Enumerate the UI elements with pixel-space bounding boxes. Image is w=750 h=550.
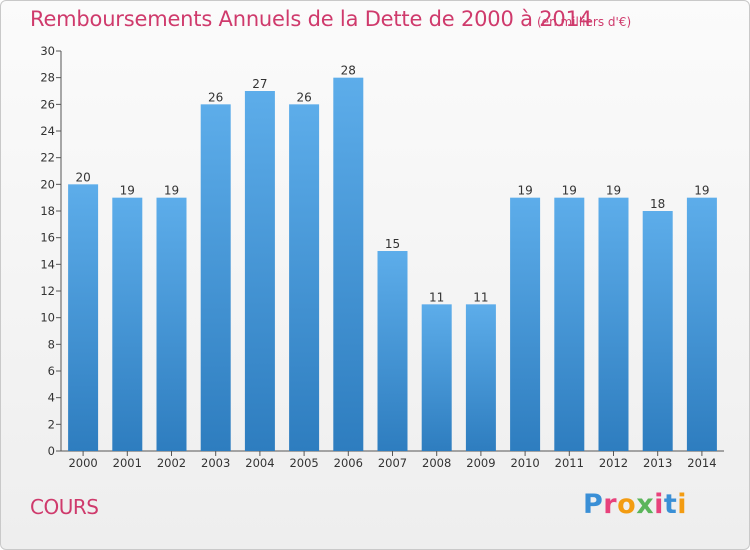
- proxiti-logo: Proxiti: [583, 489, 687, 520]
- y-tick-label: 26: [40, 97, 55, 111]
- y-tick-label: 18: [40, 204, 55, 218]
- data-label-2003: 26: [208, 90, 223, 104]
- bar-2011: [554, 197, 585, 451]
- logo-letter: x: [636, 489, 655, 520]
- x-tick-label: 2003: [201, 456, 230, 470]
- x-tick-label: 2008: [422, 456, 451, 470]
- y-tick-label: 30: [40, 44, 55, 58]
- y-tick-label: 12: [40, 284, 55, 298]
- y-tick-label: 2: [48, 417, 55, 431]
- data-label-2004: 27: [252, 77, 267, 91]
- bar-2004: [244, 91, 275, 451]
- data-label-2007: 15: [385, 237, 400, 251]
- y-tick-label: 6: [48, 364, 55, 378]
- y-tick-label: 24: [40, 124, 55, 138]
- bar-2013: [642, 211, 673, 451]
- x-tick-label: 2014: [687, 456, 716, 470]
- x-tick-label: 2013: [643, 456, 672, 470]
- bar-2006: [333, 77, 364, 452]
- x-tick-label: 2012: [599, 456, 628, 470]
- y-tick-label: 10: [40, 311, 55, 325]
- logo-letter: t: [663, 489, 678, 520]
- chart-bars: [68, 77, 717, 452]
- x-tick-label: 2009: [466, 456, 495, 470]
- y-tick-label: 20: [40, 177, 55, 191]
- y-tick-label: 8: [48, 337, 55, 351]
- x-tick-label: 2001: [113, 456, 142, 470]
- logo-letter: i: [654, 489, 664, 520]
- bar-2014: [686, 197, 717, 451]
- x-tick-label: 2005: [289, 456, 318, 470]
- data-label-2009: 11: [473, 290, 488, 304]
- data-label-2010: 19: [517, 184, 532, 198]
- bar-2008: [421, 304, 452, 451]
- chart-title: Remboursements Annuels de la Dette de 20…: [30, 7, 592, 31]
- chart-unit: (en milliers d'€): [537, 15, 632, 29]
- bar-2010: [510, 197, 541, 451]
- data-label-2002: 19: [164, 184, 179, 198]
- bar-2002: [156, 197, 187, 451]
- y-tick-label: 14: [40, 257, 55, 271]
- data-label-2012: 19: [606, 184, 621, 198]
- bar-2003: [200, 104, 231, 451]
- logo-letter: P: [583, 489, 604, 520]
- x-tick-label: 2002: [157, 456, 186, 470]
- bar-2000: [68, 184, 99, 452]
- data-label-2014: 19: [694, 184, 709, 198]
- x-tick-label: 2000: [68, 456, 97, 470]
- logo-letter: i: [677, 489, 688, 520]
- logo-letter: r: [603, 489, 618, 520]
- commune-name: COURS: [30, 495, 99, 519]
- x-tick-label: 2010: [510, 456, 539, 470]
- data-label-2001: 19: [120, 184, 135, 198]
- data-label-2013: 18: [650, 197, 665, 211]
- y-tick-label: 16: [40, 231, 55, 245]
- x-tick-label: 2011: [555, 456, 584, 470]
- data-label-2000: 20: [75, 170, 90, 184]
- data-label-2005: 26: [296, 90, 311, 104]
- data-label-2011: 19: [562, 184, 577, 198]
- x-tick-label: 2004: [245, 456, 274, 470]
- bar-2005: [289, 104, 320, 451]
- bar-2001: [112, 197, 143, 451]
- bar-2007: [377, 251, 408, 451]
- y-tick-label: 4: [48, 391, 55, 405]
- bar-2012: [598, 197, 629, 451]
- y-tick-label: 0: [48, 444, 55, 458]
- x-tick-label: 2007: [378, 456, 407, 470]
- y-tick-label: 28: [40, 71, 55, 85]
- data-label-2006: 28: [341, 64, 356, 78]
- x-tick-label: 2006: [334, 456, 363, 470]
- bar-2009: [465, 304, 496, 451]
- logo-letter: o: [617, 489, 637, 520]
- y-tick-label: 22: [40, 151, 55, 165]
- data-label-2008: 11: [429, 290, 444, 304]
- chart-data-labels: 20 19 19 26 27 26 28 15 11 11 19 19 19 18 19: [75, 64, 709, 305]
